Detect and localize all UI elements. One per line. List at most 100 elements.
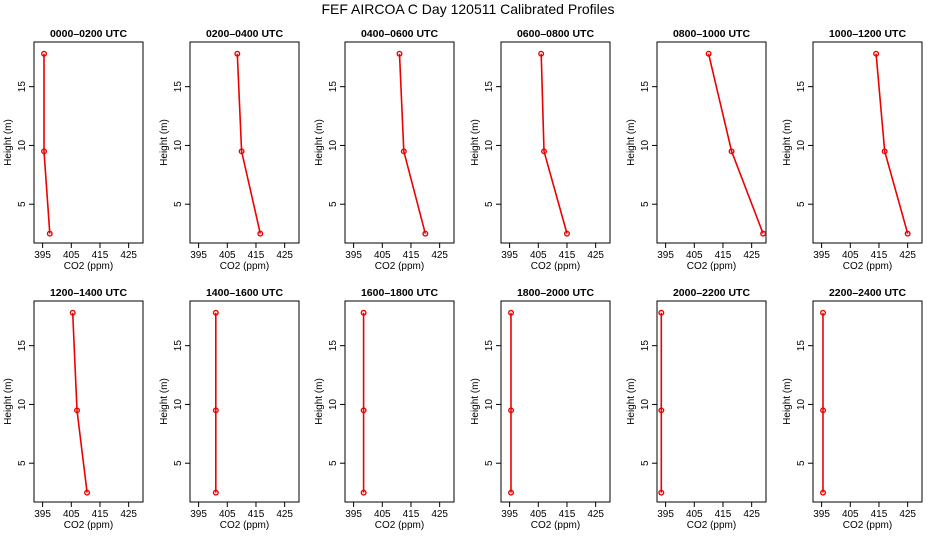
x-tick-label: 425: [587, 250, 604, 261]
y-tick-label: 5: [328, 201, 339, 207]
data-point: [422, 230, 429, 237]
panel-title: 1600–1800 UTC: [361, 287, 438, 299]
x-tick-label: 405: [374, 509, 391, 520]
x-tick-label: 415: [248, 509, 265, 520]
y-axis-label: Height (m): [626, 378, 637, 425]
x-axis-label: CO2 (ppm): [687, 520, 736, 531]
data-point: [705, 50, 712, 57]
y-tick-label: 5: [17, 201, 28, 207]
data-point: [904, 230, 911, 237]
data-point: [541, 148, 548, 155]
data-point: [820, 309, 827, 316]
plot-frame: [344, 41, 455, 244]
panel-title: 0200–0400 UTC: [206, 28, 283, 40]
x-tick-label: 425: [276, 509, 293, 520]
x-tick-label: 425: [120, 250, 137, 261]
panel-title: 2000–2200 UTC: [673, 287, 750, 299]
x-tick-label: 425: [276, 250, 293, 261]
x-tick-label: 415: [871, 509, 888, 520]
x-tick-label: 405: [530, 509, 547, 520]
plot-frame: [189, 300, 300, 503]
y-tick-label: 15: [328, 81, 339, 93]
y-axis-label: Height (m): [782, 119, 793, 166]
data-point: [508, 309, 515, 316]
data-point: [658, 407, 665, 414]
y-tick-label: 15: [484, 340, 495, 352]
x-tick-label: 405: [219, 250, 236, 261]
data-point: [69, 309, 76, 316]
y-axis-label: Height (m): [3, 378, 14, 425]
y-tick-label: 10: [796, 398, 807, 410]
y-tick-label: 10: [173, 398, 184, 410]
x-tick-label: 405: [842, 250, 859, 261]
x-axis-label: CO2 (ppm): [375, 261, 424, 272]
x-tick-label: 405: [686, 509, 703, 520]
x-tick-label: 395: [657, 250, 674, 261]
y-axis-label: Height (m): [314, 378, 325, 425]
profile-line: [540, 53, 568, 234]
x-tick-label: 425: [743, 509, 760, 520]
y-tick-label: 15: [173, 81, 184, 93]
y-tick-label: 15: [328, 340, 339, 352]
x-tick-label: 395: [345, 509, 362, 520]
plot-frame: [500, 300, 611, 503]
plot-frame: [812, 41, 923, 244]
x-axis-label: CO2 (ppm): [531, 261, 580, 272]
x-tick-label: 425: [431, 250, 448, 261]
x-tick-label: 405: [63, 509, 80, 520]
x-tick-label: 395: [34, 509, 51, 520]
x-axis-label: CO2 (ppm): [843, 520, 892, 531]
y-tick-label: 10: [484, 398, 495, 410]
profile-line: [71, 312, 88, 493]
plot-frame: [344, 300, 455, 503]
y-tick-label: 5: [640, 460, 651, 466]
data-point: [400, 148, 407, 155]
y-tick-label: 15: [17, 340, 28, 352]
x-tick-label: 425: [120, 509, 137, 520]
data-point: [212, 489, 219, 496]
data-point: [728, 148, 735, 155]
plot-frame: [500, 41, 611, 244]
panel-title: 1400–1600 UTC: [206, 287, 283, 299]
x-axis-label: CO2 (ppm): [220, 520, 269, 531]
profile-line: [875, 53, 909, 234]
x-tick-label: 415: [248, 250, 265, 261]
data-point: [74, 407, 81, 414]
panel-title: 1800–2000 UTC: [517, 287, 594, 299]
data-point: [658, 309, 665, 316]
panel-title: 1000–1200 UTC: [829, 28, 906, 40]
data-point: [84, 489, 91, 496]
y-tick-label: 15: [17, 81, 28, 93]
data-point: [396, 50, 403, 57]
y-axis-label: Height (m): [159, 119, 170, 166]
data-point: [820, 407, 827, 414]
y-tick-label: 10: [640, 398, 651, 410]
x-tick-label: 395: [501, 250, 518, 261]
x-tick-label: 395: [813, 250, 830, 261]
x-axis-label: CO2 (ppm): [64, 520, 113, 531]
data-point: [508, 407, 515, 414]
panel-title: 2200–2400 UTC: [829, 287, 906, 299]
y-tick-label: 5: [640, 201, 651, 207]
y-axis-label: Height (m): [470, 119, 481, 166]
x-axis-label: CO2 (ppm): [687, 261, 736, 272]
y-tick-label: 10: [17, 139, 28, 151]
x-tick-label: 415: [92, 509, 109, 520]
x-axis-label: CO2 (ppm): [220, 261, 269, 272]
data-point: [234, 50, 241, 57]
y-tick-label: 10: [17, 398, 28, 410]
data-point: [658, 489, 665, 496]
x-tick-label: 395: [813, 509, 830, 520]
y-tick-label: 15: [796, 81, 807, 93]
y-tick-label: 10: [640, 139, 651, 151]
data-point: [508, 489, 515, 496]
data-point: [563, 230, 570, 237]
y-tick-label: 10: [484, 139, 495, 151]
data-point: [760, 230, 767, 237]
y-tick-label: 5: [328, 460, 339, 466]
data-point: [360, 309, 367, 316]
x-tick-label: 425: [743, 250, 760, 261]
x-tick-label: 415: [403, 509, 420, 520]
x-axis-label: CO2 (ppm): [531, 520, 580, 531]
